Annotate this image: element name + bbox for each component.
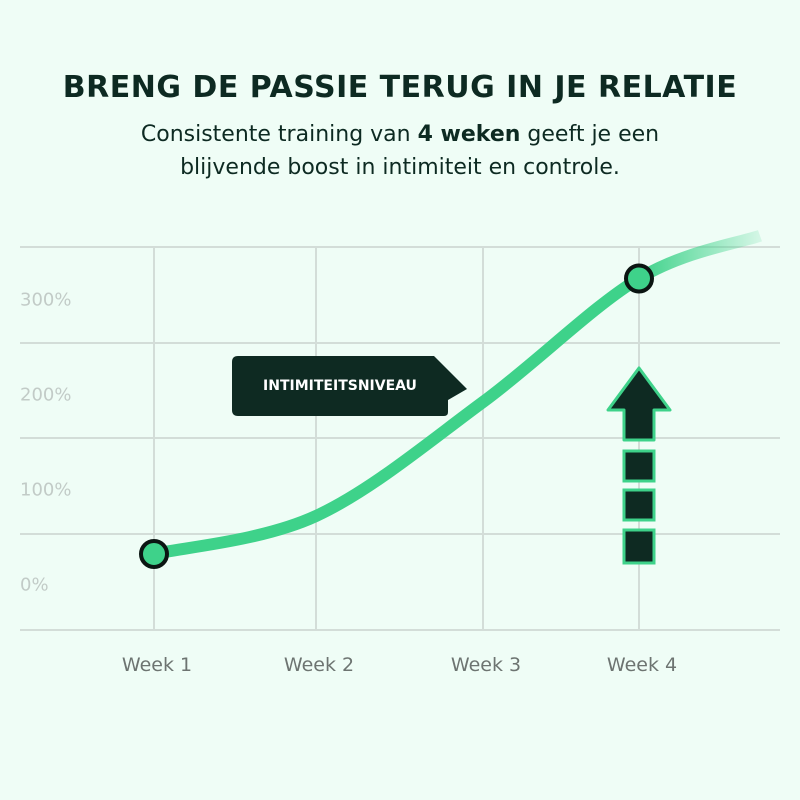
callout-label: INTIMITEITSNIVEAU [263, 378, 417, 394]
x-tick-label: Week 2 [284, 654, 354, 676]
y-tick-label: 200% [20, 385, 71, 406]
x-tick-label: Week 1 [122, 654, 192, 676]
y-tick-label: 100% [20, 480, 71, 501]
growth-arrow-segment [622, 528, 656, 565]
growth-arrow-segment [622, 488, 656, 522]
chart-series-line [148, 230, 762, 560]
growth-arrow-head [606, 366, 672, 442]
growth-arrow-segment [622, 449, 656, 483]
x-tick-label: Week 3 [451, 654, 521, 676]
chart-markers [139, 263, 654, 569]
chart-gridlines [20, 246, 780, 631]
series-line-extension [639, 230, 762, 286]
x-axis-ticks: Week 1 Week 2 Week 3 Week 4 [122, 654, 677, 676]
subtitle-highlight: 4 weken [417, 122, 521, 147]
series-callout: INTIMITEITSNIVEAU [232, 356, 467, 416]
subtitle-text-end: geeft je een blijvende boost in intimite… [180, 122, 660, 180]
x-tick-label: Week 4 [607, 654, 677, 676]
page-title: BRENG DE PASSIE TERUG IN JE RELATIE [62, 70, 738, 105]
data-point-marker [624, 263, 654, 294]
growth-arrow-icon [606, 366, 672, 565]
y-tick-label: 0% [20, 575, 49, 596]
page-subtitle: Consistente training van 4 weken geeft j… [100, 118, 700, 184]
data-point-marker [139, 539, 169, 569]
series-line [148, 271, 640, 560]
callout-bubble [232, 356, 467, 416]
y-axis-ticks: 0% 100% 200% 300% [20, 290, 71, 596]
subtitle-text-start: Consistente training van [140, 122, 418, 147]
y-tick-label: 300% [20, 290, 71, 311]
